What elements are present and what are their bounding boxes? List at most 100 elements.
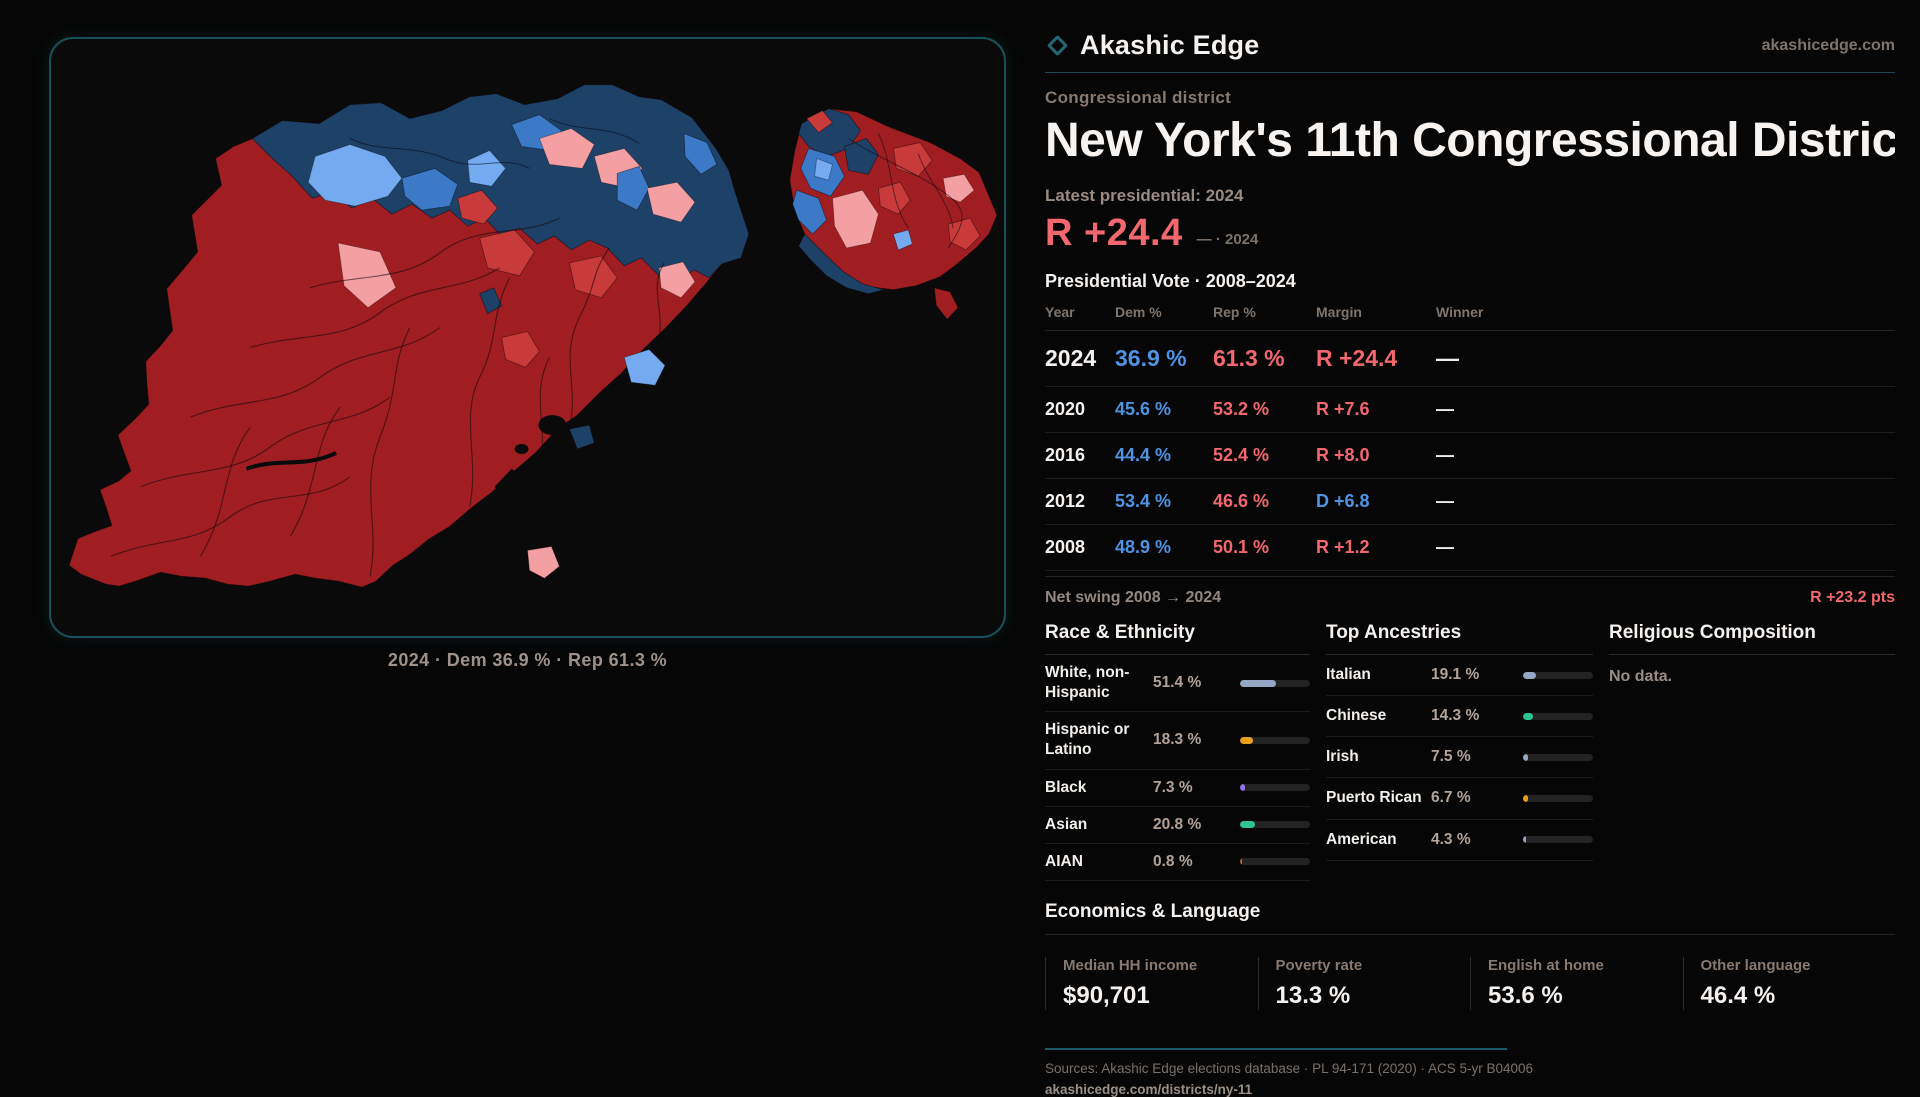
- economic-stat: Median HH income $90,701: [1045, 956, 1258, 1010]
- col-margin: Margin: [1316, 304, 1362, 320]
- margin-value: D +6.8: [1316, 491, 1370, 511]
- demographic-bar-fill: [1240, 821, 1255, 829]
- stat-label: Other language: [1700, 956, 1811, 974]
- rep-share: 53.2 %: [1213, 399, 1270, 419]
- demographic-row: Asian 20.8 %: [1045, 807, 1310, 844]
- col-year: Year: [1045, 304, 1075, 320]
- demographic-bar: [1523, 712, 1593, 720]
- demographic-label: Asian: [1045, 815, 1088, 833]
- winner-value: —: [1436, 399, 1454, 419]
- col-rep: Rep %: [1213, 304, 1256, 320]
- demographic-row: White, non-Hispanic 51.4 %: [1045, 655, 1310, 713]
- vote-year: 2012: [1045, 491, 1086, 511]
- stat-value: $90,701: [1063, 981, 1150, 1009]
- brand-domain-link[interactable]: akashicedge.com: [1761, 36, 1895, 54]
- demographic-bar: [1240, 821, 1310, 829]
- race-ethnicity-title: Race & Ethnicity: [1045, 622, 1310, 655]
- dem-share: 53.4 %: [1115, 491, 1172, 511]
- demographic-bar-fill: [1523, 836, 1526, 844]
- page-title: New York's 11th Congressional District: [1045, 114, 1895, 167]
- stat-label: Median HH income: [1063, 956, 1198, 974]
- demographic-row: Italian 19.1 %: [1326, 655, 1593, 697]
- footer-divider: [1045, 1047, 1507, 1050]
- winner-value: —: [1436, 491, 1454, 511]
- permalink[interactable]: akashicedge.com/districts/ny-11: [1045, 1081, 1253, 1097]
- rep-share: 46.6 %: [1213, 491, 1270, 511]
- vote-table-row: 2016 44.4 % 52.4 % R +8.0 —: [1045, 433, 1895, 479]
- margin-value: R +1.2: [1316, 537, 1370, 557]
- winner-value: —: [1436, 537, 1454, 557]
- demographic-bar-fill: [1523, 794, 1528, 802]
- demographic-bar: [1523, 753, 1593, 761]
- demographic-label: American: [1326, 830, 1397, 848]
- dem-share: 48.9 %: [1115, 537, 1172, 557]
- demographic-row: American 4.3 %: [1326, 820, 1593, 861]
- diamond-logo-icon: [1046, 34, 1069, 57]
- demographic-value: 19.1 %: [1431, 666, 1480, 684]
- vote-table-header: Year Dem % Rep % Margin Winner: [1045, 304, 1895, 331]
- precinct-choropleth-map[interactable]: [51, 39, 1004, 636]
- demographic-value: 6.7 %: [1431, 789, 1471, 807]
- demographic-bar: [1240, 784, 1310, 792]
- demographic-bar: [1523, 794, 1593, 802]
- headline-margin-note: — · 2024: [1196, 231, 1259, 248]
- race-ethnicity-list: White, non-Hispanic 51.4 % Hispanic or Lat…: [1045, 655, 1310, 881]
- net-swing-label: Net swing 2008 → 2024: [1045, 589, 1222, 606]
- demographic-bar: [1240, 679, 1310, 687]
- margin-value: R +7.6: [1316, 399, 1370, 419]
- ancestries-section: Top Ancestries Italian 19.1 % Chinese 14.3 …: [1326, 622, 1593, 881]
- vote-table-row: 2024 36.9 % 61.3 % R +24.4 —: [1045, 331, 1895, 387]
- demographic-bar-fill: [1240, 784, 1246, 792]
- vote-table-row: 2008 48.9 % 50.1 % R +1.2 —: [1045, 525, 1895, 571]
- dem-share: 45.6 %: [1115, 399, 1172, 419]
- latest-presidential-label: Latest presidential: 2024: [1045, 186, 1244, 205]
- demographic-row: Irish 7.5 %: [1326, 737, 1593, 779]
- demographic-row: Black 7.3 %: [1045, 770, 1310, 807]
- demographic-row: AIAN 0.8 %: [1045, 844, 1310, 881]
- demographics-grid: Race & Ethnicity White, non-Hispanic 51.4…: [1045, 622, 1895, 881]
- vote-year: 2024: [1045, 345, 1097, 371]
- map-caption: 2024 · Dem 36.9 % · Rep 61.3 %: [387, 650, 668, 670]
- vote-year: 2016: [1045, 445, 1086, 465]
- demographic-bar: [1523, 671, 1593, 679]
- vote-table-row: 2020 45.6 % 53.2 % R +7.6 —: [1045, 387, 1895, 433]
- vote-table-rows: 2024 36.9 % 61.3 % R +24.4 — 2020 45.6 % 53.2 %…: [1045, 331, 1895, 571]
- demographic-bar-fill: [1240, 736, 1253, 744]
- demographic-bar: [1240, 858, 1310, 866]
- demographic-bar-fill: [1240, 858, 1242, 866]
- race-ethnicity-section: Race & Ethnicity White, non-Hispanic 51.4…: [1045, 622, 1310, 881]
- demographic-bar: [1240, 736, 1310, 744]
- demographic-label: White, non-Hispanic: [1045, 664, 1130, 702]
- header-divider: [1045, 72, 1895, 73]
- margin-value: R +8.0: [1316, 445, 1370, 465]
- demographic-value: 7.5 %: [1431, 748, 1471, 766]
- demographic-bar-fill: [1523, 753, 1529, 761]
- demographic-bar-fill: [1523, 712, 1533, 720]
- stat-value: 53.6 %: [1488, 981, 1563, 1009]
- net-swing-row: Net swing 2008 → 2024 R +23.2 pts: [1045, 576, 1895, 616]
- net-swing-value: R +23.2 pts: [1810, 589, 1895, 606]
- ancestries-title: Top Ancestries: [1326, 622, 1593, 655]
- demographic-bar: [1523, 836, 1593, 844]
- demographic-bar-fill: [1523, 671, 1537, 679]
- district-map-card: [49, 37, 1006, 638]
- religion-no-data: No data.: [1609, 668, 1673, 685]
- economic-stat: English at home 53.6 %: [1470, 956, 1683, 1010]
- demographic-value: 4.3 %: [1431, 830, 1471, 848]
- demographic-label: AIAN: [1045, 852, 1083, 870]
- demographic-value: 0.8 %: [1153, 852, 1193, 870]
- demographic-row: Puerto Rican 6.7 %: [1326, 778, 1593, 820]
- headline-margin-row: R +24.4 — · 2024: [1045, 212, 1895, 255]
- demographic-value: 51.4 %: [1153, 674, 1202, 692]
- margin-value: R +24.4: [1316, 345, 1398, 371]
- vote-table-title: Presidential Vote · 2008–2024: [1045, 271, 1296, 291]
- winner-value: —: [1436, 445, 1454, 465]
- vote-table-row: 2012 53.4 % 46.6 % D +6.8 —: [1045, 479, 1895, 525]
- dem-share: 44.4 %: [1115, 445, 1172, 465]
- economics-stats-row: Median HH income $90,701 Poverty rate 13.3 …: [1045, 956, 1895, 1010]
- sources-text: Sources: Akashic Edge elections database…: [1045, 1060, 1534, 1076]
- district-detail-panel: Akashic Edge akashicedge.com Congression…: [1045, 30, 1895, 1097]
- demographic-label: Chinese: [1326, 707, 1387, 725]
- economic-stat: Poverty rate 13.3 %: [1257, 956, 1471, 1010]
- demographic-label: Puerto Rican: [1326, 789, 1422, 807]
